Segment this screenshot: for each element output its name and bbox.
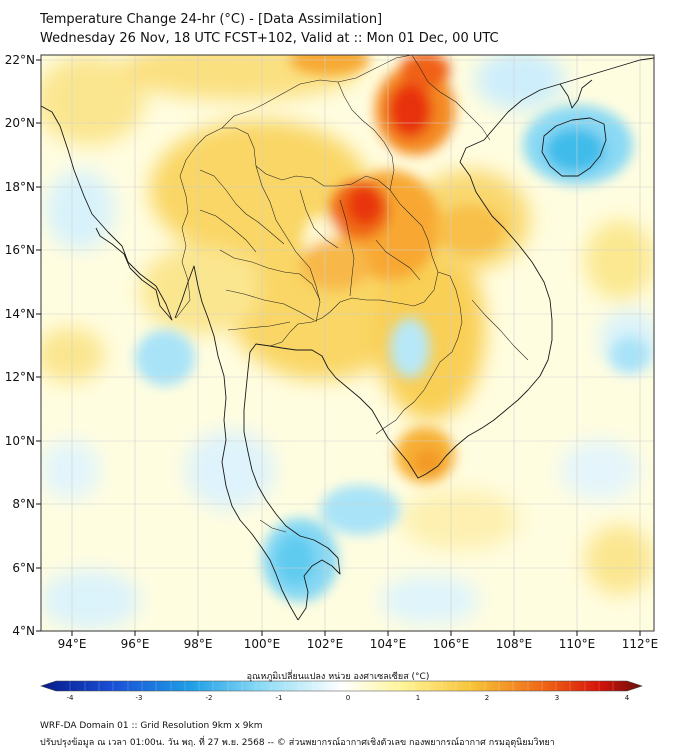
lon-label: 96°E bbox=[121, 637, 150, 651]
lon-label: 106°E bbox=[433, 637, 470, 651]
colorbar-tick: 4 bbox=[625, 694, 630, 702]
lat-label: 4°N bbox=[12, 624, 35, 638]
lon-label: 108°E bbox=[496, 637, 533, 651]
map-frame bbox=[40, 54, 655, 632]
lon-label: 104°E bbox=[370, 637, 407, 651]
coastline bbox=[41, 57, 654, 621]
lon-label: 110°E bbox=[559, 637, 596, 651]
lat-label: 14°N bbox=[5, 307, 35, 321]
colorbar-label: อุณหภูมิเปลี่ยนแปลง หน่วย องศาเซลเซียส (… bbox=[246, 672, 430, 682]
lat-label: 18°N bbox=[5, 180, 35, 194]
chart-title: Temperature Change 24-hr (°C) - [Data As… bbox=[40, 12, 383, 27]
lon-label: 98°E bbox=[184, 637, 213, 651]
lat-label: 8°N bbox=[12, 497, 35, 511]
lon-label: 102°E bbox=[307, 637, 344, 651]
colorbar: -4 -3 -2 -1 0 1 2 3 4 bbox=[40, 680, 643, 702]
lat-label: 10°N bbox=[5, 434, 35, 448]
colorbar-tick: -3 bbox=[136, 694, 143, 702]
lon-label: 94°E bbox=[58, 637, 87, 651]
colorbar-dividers bbox=[69, 681, 614, 691]
lat-label: 12°N bbox=[5, 370, 35, 384]
lat-label: 22°N bbox=[5, 53, 35, 67]
lon-label: 112°E bbox=[622, 637, 659, 651]
temperature-field bbox=[41, 55, 654, 631]
lat-label: 6°N bbox=[12, 561, 35, 575]
lon-label: 100°E bbox=[244, 637, 281, 651]
colorbar-tick: 0 bbox=[346, 694, 350, 702]
borders bbox=[175, 55, 529, 533]
model-info: WRF-DA Domain 01 :: Grid Resolution 9km … bbox=[40, 721, 263, 731]
longitude-labels: 94°E 96°E 98°E 100°E 102°E 104°E 106°E 1… bbox=[58, 637, 659, 651]
lat-label: 20°N bbox=[5, 116, 35, 130]
latitude-labels: 22°N 20°N 18°N 16°N 14°N 12°N 10°N 8°N 6… bbox=[5, 53, 35, 638]
axis-ticks bbox=[36, 59, 641, 636]
colorbar-tick: 2 bbox=[485, 694, 489, 702]
colorbar-scale bbox=[40, 680, 643, 692]
chart-subtitle: Wednesday 26 Nov, 18 UTC FCST+102, Valid… bbox=[40, 31, 499, 46]
colorbar-tick: -2 bbox=[206, 694, 213, 702]
credit-line: ปรับปรุงข้อมูล ณ เวลา 01:00น. วัน พฤ. ที… bbox=[40, 738, 555, 748]
colorbar-tick: -1 bbox=[276, 694, 283, 702]
lat-label: 16°N bbox=[5, 243, 35, 257]
colorbar-tick: 1 bbox=[416, 694, 420, 702]
colorbar-tick: 3 bbox=[555, 694, 559, 702]
colorbar-tick: -4 bbox=[67, 694, 75, 702]
graticule bbox=[41, 55, 654, 631]
